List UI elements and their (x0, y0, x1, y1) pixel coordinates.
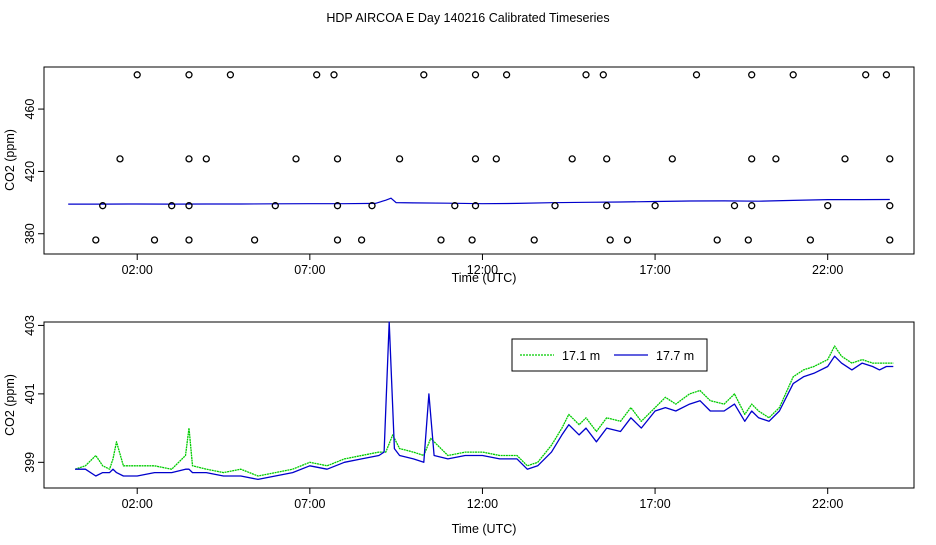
scatter-point (330, 71, 338, 79)
scatter-point (651, 202, 659, 210)
scatter-point (748, 71, 756, 79)
scatter-point (420, 71, 428, 79)
line-y-tick-label: 399 (23, 452, 37, 473)
line-plot-frame (43, 321, 915, 489)
scatter-x-tick-label: 17:00 (639, 263, 670, 277)
scatter-point (250, 236, 259, 244)
scatter-point (368, 202, 376, 210)
scatter-point (713, 236, 721, 244)
scatter-point (133, 71, 141, 79)
scatter-point (748, 202, 756, 210)
scatter-point (185, 71, 193, 79)
scatter-point (599, 71, 607, 79)
scatter-point (886, 155, 894, 163)
line-y-tick-label: 401 (23, 383, 37, 404)
scatter-point (395, 155, 404, 163)
line-y-axis: 399 401 403 (23, 315, 45, 473)
scatter-point (551, 202, 559, 210)
scatter-point (471, 202, 480, 210)
legend-label-17-7m: 17.7 m (656, 349, 694, 363)
scatter-x-tick-label: 02:00 (122, 263, 153, 277)
scatter-x-tick-label: 12:00 (467, 263, 498, 277)
line-panel: 02:00 07:00 12:00 17:00 22:00 399 401 403 Time… (3, 315, 915, 536)
scatter-point (886, 236, 894, 244)
scatter-point (333, 236, 342, 244)
scatter-point (841, 155, 849, 163)
legend: 17.1 m 17.7 m (511, 338, 708, 372)
scatter-x-tick-label: 07:00 (294, 263, 325, 277)
scatter-point (226, 71, 235, 79)
line-x-tick-label: 22:00 (812, 497, 843, 511)
scatter-point (333, 155, 342, 163)
scatter-point (862, 71, 870, 79)
line-x-tick-label: 17:00 (639, 497, 670, 511)
line-x-axis-label: Time (UTC) (452, 522, 517, 536)
scatter-point (744, 236, 752, 244)
line-x-axis: 02:00 07:00 12:00 17:00 22:00 (122, 487, 843, 511)
scatter-panel: 02:00 07:00 12:00 17:00 22:00 380 420 460 Time… (3, 66, 915, 285)
scatter-y-tick-label: 420 (23, 161, 37, 182)
scatter-point (806, 236, 815, 244)
series-line-17-1m (74, 345, 894, 477)
scatter-point (606, 236, 614, 244)
scatter-point (471, 155, 480, 163)
scatter-point (92, 236, 100, 244)
scatter-point (789, 71, 797, 79)
scatter-y-tick-label: 380 (23, 223, 37, 244)
line-y-axis-label: CO2 (ppm) (3, 374, 17, 436)
scatter-point (582, 71, 590, 79)
scatter-point (468, 236, 476, 244)
scatter-point (772, 155, 780, 163)
scatter-point (99, 202, 107, 210)
scatter-point (168, 202, 176, 210)
scatter-plot-frame (43, 66, 915, 255)
scatter-point (292, 155, 300, 163)
scatter-point (603, 155, 611, 163)
scatter-point (150, 236, 159, 244)
scatter-point (185, 155, 193, 163)
scatter-marks (68, 71, 894, 244)
legend-label-17-1m: 17.1 m (562, 349, 600, 363)
line-marks (74, 321, 894, 481)
scatter-point (882, 71, 891, 79)
scatter-x-axis-label: Time (UTC) (452, 271, 517, 285)
scatter-point (502, 71, 511, 79)
scatter-point (437, 236, 445, 244)
scatter-point (116, 155, 124, 163)
scatter-point (471, 71, 480, 79)
scatter-point (357, 236, 366, 244)
line-x-tick-label: 12:00 (467, 497, 498, 511)
scatter-point (568, 155, 576, 163)
scatter-point (492, 155, 500, 163)
scatter-point (185, 202, 193, 210)
scatter-point (603, 202, 611, 210)
line-y-tick-label: 403 (23, 315, 37, 336)
scatter-point (730, 202, 739, 210)
scatter-point (313, 71, 321, 79)
scatter-point (333, 202, 342, 210)
scatter-y-tick-label: 460 (23, 99, 37, 120)
line-x-tick-label: 02:00 (122, 497, 153, 511)
scatter-point (202, 155, 210, 163)
scatter-point (271, 202, 279, 210)
scatter-y-axis: 380 420 460 (23, 99, 45, 244)
scatter-point (451, 202, 459, 210)
scatter-point (692, 71, 701, 79)
scatter-point (886, 202, 894, 210)
scatter-point (623, 236, 632, 244)
scatter-x-tick-label: 22:00 (812, 263, 843, 277)
scatter-point (668, 155, 676, 163)
scatter-x-axis: 02:00 07:00 12:00 17:00 22:00 (122, 253, 843, 277)
scatter-panel-series-line (68, 197, 890, 205)
scatter-y-axis-label: CO2 (ppm) (3, 129, 17, 191)
scatter-point (748, 155, 756, 163)
scatter-point (530, 236, 538, 244)
chart-title: HDP AIRCOA E Day 140216 Calibrated Times… (326, 11, 609, 25)
series-line-17-7m (75, 321, 894, 481)
scatter-point (824, 202, 832, 210)
scatter-point (185, 236, 193, 244)
line-x-tick-label: 07:00 (294, 497, 325, 511)
